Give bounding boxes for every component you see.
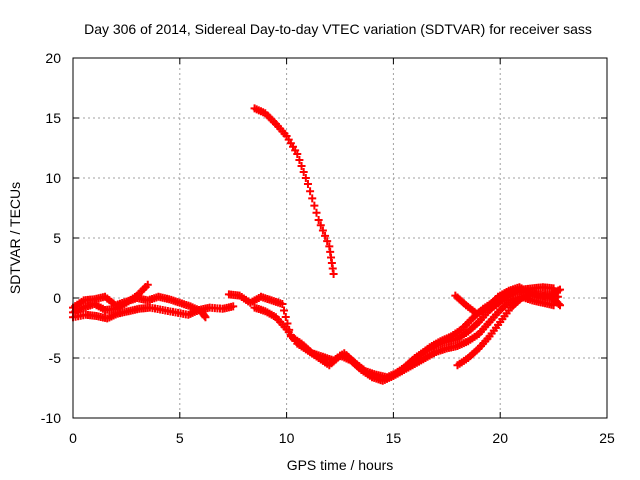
- data-point: [308, 194, 317, 203]
- data-point: [314, 216, 323, 224]
- series-trace-b: [69, 302, 238, 323]
- y-tick-label: 15: [45, 110, 61, 126]
- data-point: [556, 301, 565, 310]
- x-tick-label: 10: [279, 430, 295, 446]
- data-point: [321, 231, 330, 240]
- data-point: [329, 270, 338, 278]
- data-point: [201, 313, 210, 322]
- y-tick-label: 5: [53, 230, 61, 246]
- data-point: [229, 302, 238, 311]
- data-point: [281, 312, 290, 321]
- x-tick-label: 0: [69, 430, 77, 446]
- data-point: [143, 280, 152, 289]
- y-tick-label: -10: [41, 410, 61, 426]
- data-point: [310, 201, 319, 210]
- x-tick-label: 5: [176, 430, 184, 446]
- series-trace-i: [250, 104, 338, 278]
- data-point: [280, 306, 289, 315]
- data-series: [69, 104, 565, 385]
- series-trace-c: [69, 292, 210, 322]
- data-point: [556, 285, 565, 294]
- data-point: [278, 300, 287, 308]
- data-point: [312, 208, 321, 217]
- chart-title: Day 306 of 2014, Sidereal Day-to-day VTE…: [84, 21, 592, 37]
- x-tick-label: 15: [386, 430, 402, 446]
- data-point: [293, 150, 302, 158]
- data-point: [295, 156, 304, 164]
- y-tick-label: 20: [45, 50, 61, 66]
- data-point: [303, 180, 312, 188]
- data-point: [318, 226, 327, 235]
- data-point: [323, 237, 332, 246]
- grid: [73, 58, 607, 418]
- y-tick-label: 10: [45, 170, 61, 186]
- x-axis-label: GPS time / hours: [287, 457, 394, 473]
- series-trace-h: [451, 283, 565, 318]
- data-point: [301, 174, 310, 182]
- axis-ticks: 0 5 10 15 20 25 -10 -5 0 5 10 15 20: [41, 50, 615, 446]
- y-tick-label: 0: [53, 290, 61, 306]
- data-point: [554, 300, 563, 308]
- data-point: [299, 168, 308, 176]
- x-tick-label: 25: [599, 430, 615, 446]
- y-tick-label: -5: [49, 350, 62, 366]
- x-tick-label: 20: [492, 430, 508, 446]
- y-axis-label: SDTVAR / TECUs: [7, 182, 23, 294]
- data-point: [316, 221, 325, 230]
- data-point: [306, 187, 315, 196]
- data-point: [297, 162, 306, 170]
